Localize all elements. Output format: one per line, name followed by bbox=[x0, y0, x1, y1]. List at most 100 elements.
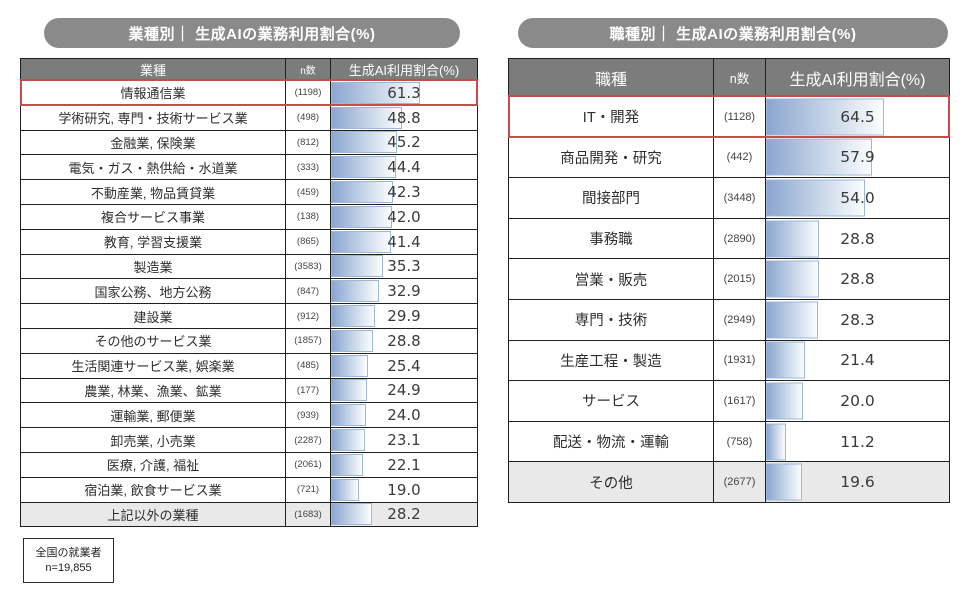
table-row: 医療, 介護, 福祉 (2061) 22.1 bbox=[21, 451, 477, 477]
n-count-cell: (1198) bbox=[286, 81, 331, 105]
n-count-cell: (2677) bbox=[714, 462, 766, 502]
value-bar bbox=[331, 478, 359, 501]
n-count-cell: (442) bbox=[714, 137, 766, 178]
industry-chart-title: 業種別｜ 生成AIの業務利用割合(%) bbox=[44, 18, 460, 48]
value-cell: 61.3 bbox=[331, 81, 477, 105]
value-cell: 48.8 bbox=[331, 106, 477, 130]
value-label: 44.4 bbox=[387, 158, 421, 177]
table-row: その他 (2677) 19.6 bbox=[509, 461, 949, 502]
category-cell: 宿泊業, 飲食サービス業 bbox=[21, 477, 286, 502]
value-label: 19.6 bbox=[840, 473, 875, 492]
value-bar bbox=[766, 220, 819, 258]
category-cell: 商品開発・研究 bbox=[509, 137, 714, 178]
table-row: 情報通信業 (1198) 61.3 bbox=[20, 79, 478, 106]
value-cell: 28.8 bbox=[331, 329, 477, 353]
category-cell: その他 bbox=[509, 462, 714, 502]
value-bar bbox=[331, 255, 383, 278]
value-label: 28.8 bbox=[840, 229, 875, 248]
table-row: その他のサービス業 (1857) 28.8 bbox=[21, 327, 477, 353]
table-row: 電気・ガス・熱供給・水道業 (333) 44.4 bbox=[21, 154, 477, 180]
n-count-cell: (3583) bbox=[286, 254, 331, 279]
value-bar bbox=[331, 503, 373, 526]
value-label: 28.3 bbox=[840, 310, 875, 329]
table-row: サービス (1617) 20.0 bbox=[509, 380, 949, 421]
value-bar bbox=[331, 181, 393, 204]
value-label: 35.3 bbox=[387, 257, 421, 276]
value-label: 19.0 bbox=[387, 480, 421, 499]
table-row: 間接部門 (3448) 54.0 bbox=[509, 177, 949, 218]
value-label: 57.9 bbox=[840, 148, 875, 167]
table-row: 配送・物流・運輸 (758) 11.2 bbox=[509, 420, 949, 462]
value-cell: 64.5 bbox=[766, 97, 949, 137]
industry-chart-panel: 業種別｜ 生成AIの業務利用割合(%) 業種 n数 生成AI利用割合(%) 情報… bbox=[20, 18, 478, 528]
category-cell: 不動産業, 物品賃貸業 bbox=[21, 180, 286, 204]
category-cell: 学術研究, 専門・技術サービス業 bbox=[21, 105, 286, 130]
category-cell: 情報通信業 bbox=[21, 81, 286, 105]
table-row: 学術研究, 専門・技術サービス業 (498) 48.8 bbox=[21, 104, 477, 130]
value-label: 11.2 bbox=[840, 432, 875, 451]
value-bar bbox=[766, 463, 802, 501]
n-count-cell: (865) bbox=[286, 229, 331, 254]
job-chart-panel: 職種別｜ 生成AIの業務利用割合(%) 職種 n数 生成AI利用割合(%) IT… bbox=[508, 18, 950, 503]
column-header-n: n数 bbox=[286, 59, 331, 80]
n-count-cell: (2061) bbox=[286, 452, 331, 477]
value-bar bbox=[331, 329, 374, 352]
sample-note-line1: 全国の就業者 bbox=[35, 546, 102, 559]
table-row: 商品開発・研究 (442) 57.9 bbox=[509, 136, 949, 178]
value-bar bbox=[766, 341, 806, 379]
value-label: 24.0 bbox=[387, 406, 421, 425]
table-row: 事務職 (2890) 28.8 bbox=[509, 217, 949, 259]
category-cell: 電気・ガス・熱供給・水道業 bbox=[21, 155, 286, 180]
category-cell: IT・開発 bbox=[509, 97, 714, 137]
value-cell: 54.0 bbox=[766, 178, 949, 218]
table-row: 教育, 学習支援業 (865) 41.4 bbox=[21, 228, 477, 254]
category-cell: 農業, 林業、漁業、鉱業 bbox=[21, 378, 286, 403]
column-header-category: 職種 bbox=[509, 59, 714, 96]
category-cell: 専門・技術 bbox=[509, 299, 714, 340]
job-table-body: IT・開発 (1128) 64.5 商品開発・研究 (442) 57.9 間接部門 (3448… bbox=[508, 95, 950, 502]
value-bar bbox=[331, 280, 380, 303]
category-cell: 生産工程・製造 bbox=[509, 340, 714, 381]
value-bar bbox=[331, 205, 393, 228]
value-cell: 21.4 bbox=[766, 341, 949, 381]
value-bar bbox=[331, 106, 403, 129]
category-cell: 教育, 学習支援業 bbox=[21, 229, 286, 254]
n-count-cell: (2287) bbox=[286, 428, 331, 452]
value-cell: 23.1 bbox=[331, 428, 477, 452]
value-cell: 35.3 bbox=[331, 255, 477, 279]
value-label: 54.0 bbox=[840, 188, 875, 207]
value-label: 24.9 bbox=[387, 381, 421, 400]
category-cell: サービス bbox=[509, 381, 714, 421]
value-cell: 42.3 bbox=[331, 180, 477, 204]
value-label: 61.3 bbox=[387, 83, 421, 102]
category-cell: 運輸業, 郵便業 bbox=[21, 403, 286, 428]
n-count-cell: (459) bbox=[286, 180, 331, 204]
value-label: 48.8 bbox=[387, 108, 421, 127]
value-bar bbox=[766, 301, 818, 339]
value-cell: 44.4 bbox=[331, 155, 477, 179]
table-row: 農業, 林業、漁業、鉱業 (177) 24.9 bbox=[21, 377, 477, 403]
value-bar bbox=[766, 138, 872, 176]
table-row: 営業・販売 (2015) 28.8 bbox=[509, 258, 949, 299]
category-cell: その他のサービス業 bbox=[21, 328, 286, 353]
column-header-n: n数 bbox=[714, 59, 766, 96]
category-cell: 医療, 介護, 福祉 bbox=[21, 452, 286, 477]
value-label: 42.3 bbox=[387, 183, 421, 202]
category-cell: 間接部門 bbox=[509, 178, 714, 218]
table-row: 国家公務、地方公務 (847) 32.9 bbox=[21, 278, 477, 304]
value-cell: 28.2 bbox=[331, 503, 477, 527]
category-cell: 建設業 bbox=[21, 304, 286, 328]
value-label: 28.8 bbox=[387, 331, 421, 350]
sample-note-box: 全国の就業者 n=19,855 bbox=[23, 538, 114, 583]
category-cell: 上記以外の業種 bbox=[21, 502, 286, 527]
value-cell: 29.9 bbox=[331, 304, 477, 328]
n-count-cell: (1931) bbox=[714, 340, 766, 381]
n-count-cell: (498) bbox=[286, 105, 331, 130]
value-label: 64.5 bbox=[840, 107, 875, 126]
n-count-cell: (138) bbox=[286, 204, 331, 229]
n-count-cell: (485) bbox=[286, 353, 331, 378]
n-count-cell: (758) bbox=[714, 421, 766, 462]
table-row: 運輸業, 郵便業 (939) 24.0 bbox=[21, 402, 477, 428]
table-row: 生活関連サービス業, 娯楽業 (485) 25.4 bbox=[21, 352, 477, 378]
category-cell: 国家公務、地方公務 bbox=[21, 279, 286, 304]
